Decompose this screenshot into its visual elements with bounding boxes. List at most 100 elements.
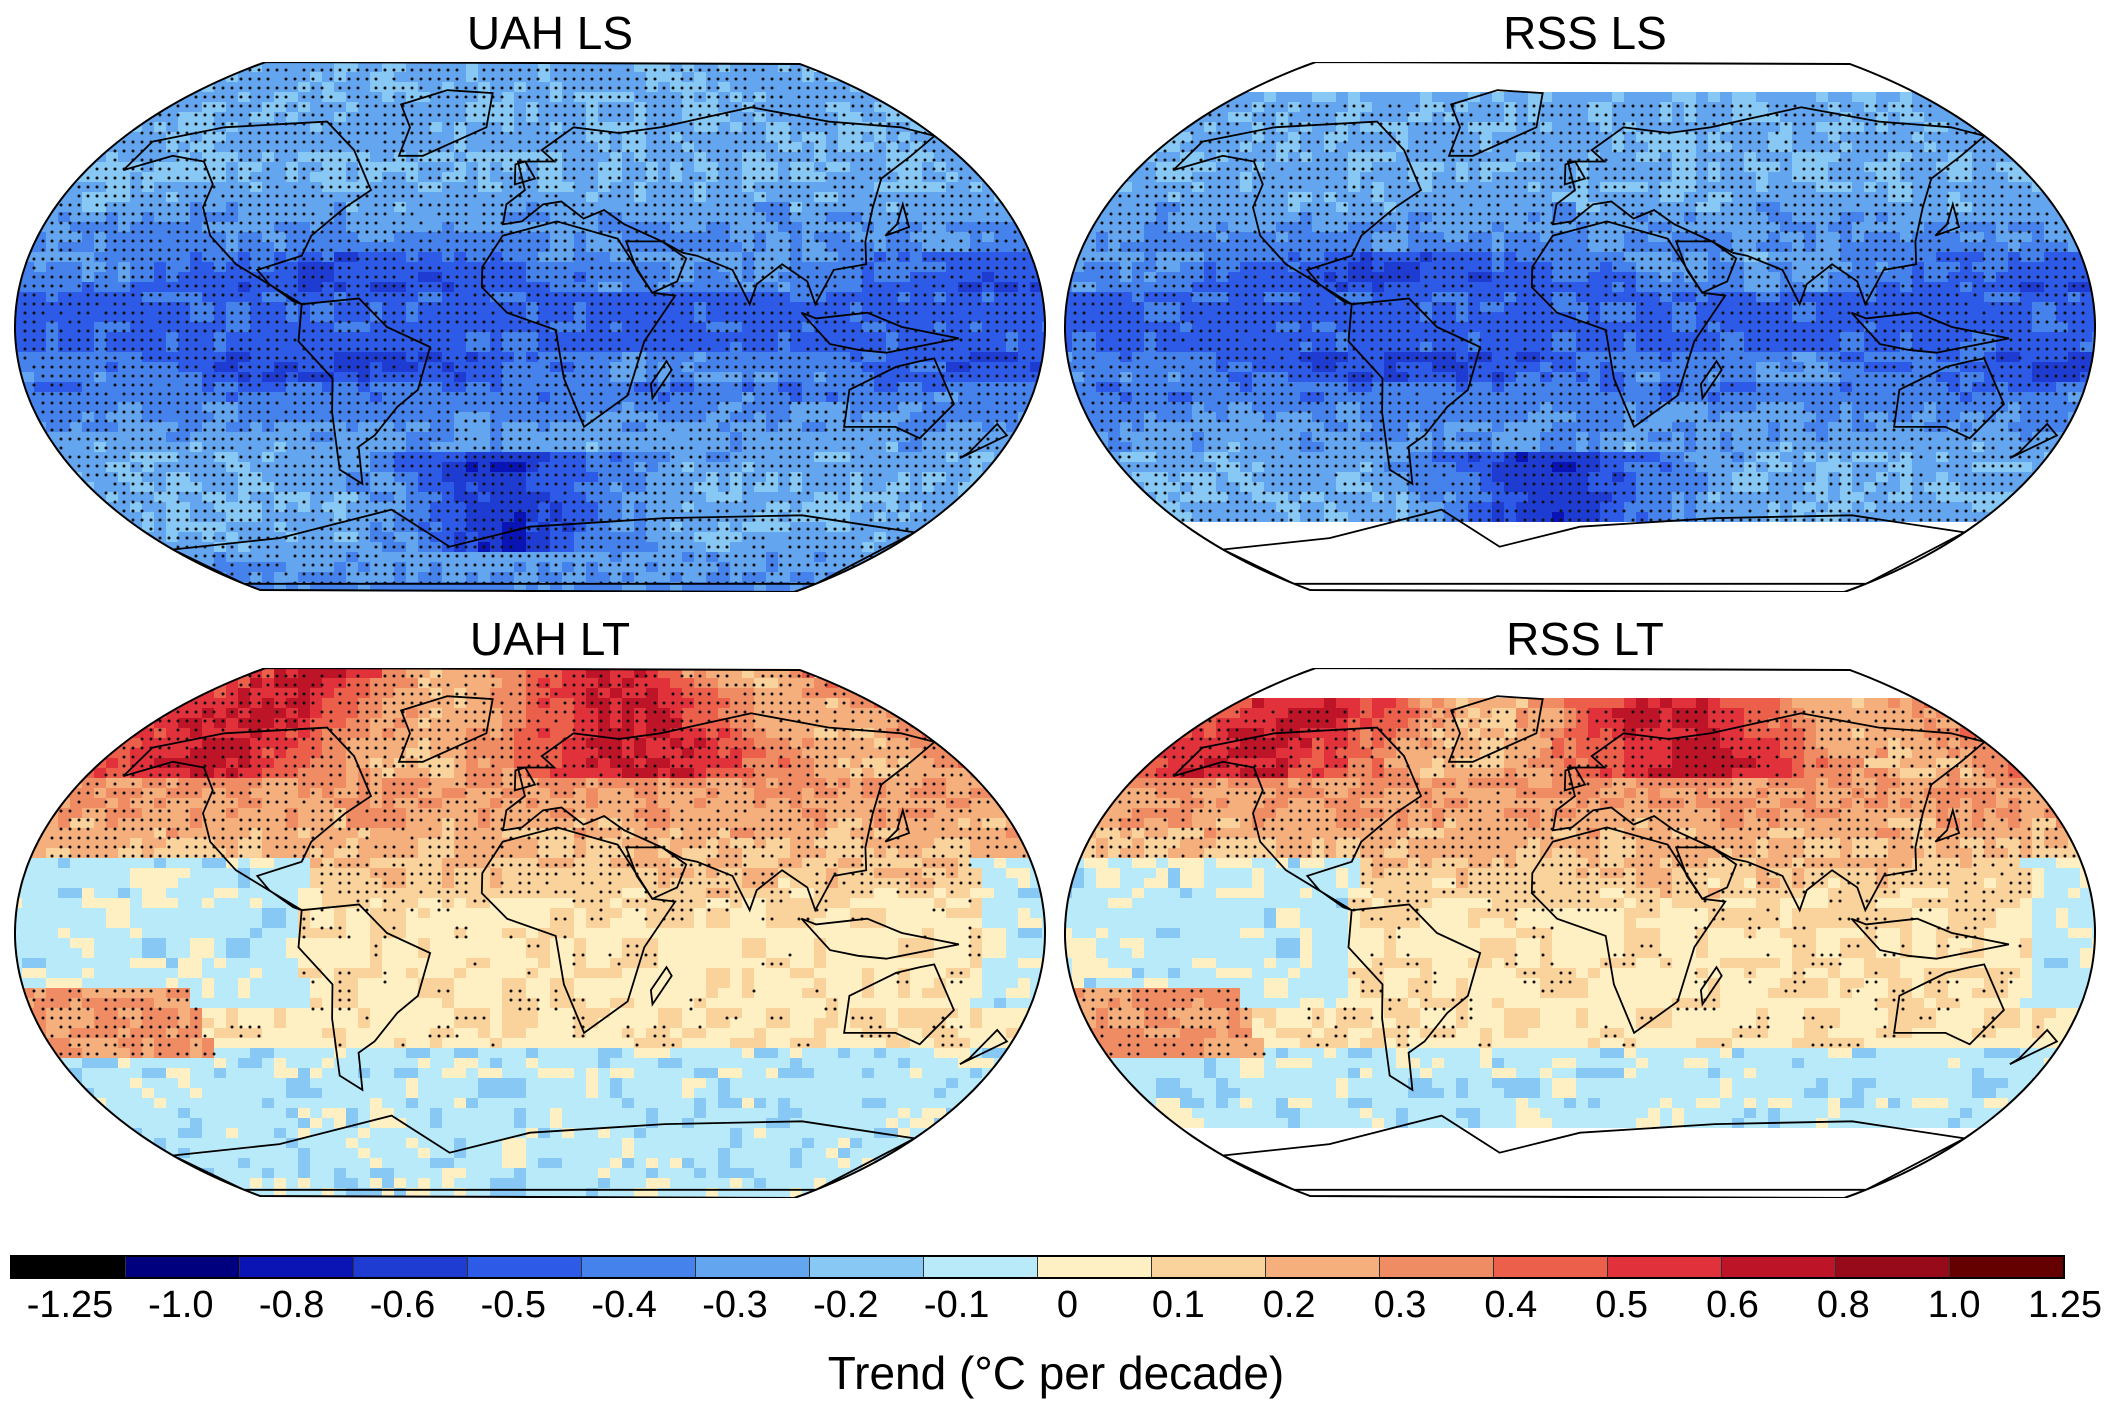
colorbar-segment: [1266, 1257, 1380, 1277]
colorbar-tick-label: -0.8: [259, 1284, 324, 1327]
coastline-nz: [959, 422, 1009, 460]
panel-title-rss-ls: RSS LS: [1235, 6, 1935, 60]
colorbar-segment: [810, 1257, 924, 1277]
coastline-northAmerica: [1172, 726, 1423, 912]
coastline-antarctica: [1219, 1114, 1968, 1191]
panel-title-uah-ls: UAH LS: [200, 6, 900, 60]
colorbar-segment: [354, 1257, 468, 1277]
coastline-northAmerica: [122, 726, 373, 912]
panel-title-uah-lt: UAH LT: [200, 612, 900, 666]
coastline-africa: [480, 826, 677, 1035]
coastline-indonesia: [800, 311, 960, 354]
coastline-japan: [884, 806, 911, 843]
coastline-madagascar: [649, 359, 673, 401]
coastline-arabia: [624, 240, 688, 294]
map-uah-ls: [14, 62, 1046, 592]
colorbar-segment: [1152, 1257, 1266, 1277]
coastline-eurasia: [1551, 106, 1987, 307]
coastline-northAmerica: [122, 120, 373, 306]
coastline-indonesia: [800, 917, 960, 960]
coastline-eurasia: [1551, 712, 1987, 913]
coastlines: [122, 695, 1009, 1191]
colorbar-tick-label: -0.6: [370, 1284, 435, 1327]
coastline-nz: [959, 1028, 1009, 1066]
coastline-uk: [513, 160, 537, 186]
colorbar-segment: [1950, 1257, 2063, 1277]
coastline-japan: [1934, 200, 1961, 237]
map-frame: [1064, 62, 2096, 592]
colorbar-label: Trend (°C per decade): [0, 1346, 2112, 1400]
map-uah-lt: [14, 668, 1046, 1198]
colorbar-tick-label: -0.1: [924, 1284, 989, 1327]
coastline-southAmerica: [1347, 297, 1482, 486]
colorbar-segment: [12, 1257, 126, 1277]
significance-stipple: [1082, 710, 2076, 1056]
coastline-indonesia: [1850, 917, 2010, 960]
significance-stipple: [1073, 104, 2085, 522]
colorbar-tick-label: -1.25: [27, 1284, 114, 1327]
coastline-southAmerica: [297, 297, 432, 486]
coastline-australia: [1893, 357, 2005, 440]
coastline-southAmerica: [297, 903, 432, 1092]
colorbar-tick-label: -1.0: [148, 1284, 213, 1327]
colorbar-segment: [1380, 1257, 1494, 1277]
coastline-uk: [513, 766, 537, 792]
coastlines: [1172, 89, 2059, 585]
coastline-japan: [1934, 806, 1961, 843]
colorbar-segment: [1608, 1257, 1722, 1277]
coastline-arabia: [624, 846, 688, 900]
colorbar-tick-label: 0.3: [1374, 1284, 1427, 1327]
coastline-antarctica: [1219, 508, 1968, 585]
colorbar-segment: [1722, 1257, 1836, 1277]
colorbar-tick-label: 1.0: [1928, 1284, 1981, 1327]
coastline-madagascar: [1699, 965, 1723, 1007]
coastline-antarctica: [169, 1114, 918, 1191]
coastline-eurasia: [501, 712, 937, 913]
map-rss-lt: [1064, 668, 2096, 1198]
colorbar-tick-label: 0.6: [1706, 1284, 1759, 1327]
significance-stipple: [32, 674, 1026, 1056]
colorbar-segment: [1494, 1257, 1608, 1277]
colorbar-tick-label: -0.5: [481, 1284, 546, 1327]
colorbar-tick-label: -0.4: [591, 1284, 656, 1327]
colorbar-tick-label: -0.2: [813, 1284, 878, 1327]
map-frame: [14, 62, 1046, 592]
colorbar-segment: [468, 1257, 582, 1277]
coastline-northAmerica: [1172, 120, 1423, 306]
colorbar-tick-label: 0.1: [1152, 1284, 1205, 1327]
map-rss-ls: [1064, 62, 2096, 592]
coastline-africa: [480, 220, 677, 429]
coastline-africa: [1530, 826, 1727, 1035]
coastline-australia: [843, 963, 955, 1046]
coastline-greenland: [1447, 695, 1544, 763]
coastline-greenland: [397, 695, 494, 763]
coastline-australia: [843, 357, 955, 440]
colorbar-segment: [1038, 1257, 1152, 1277]
coastline-arabia: [1674, 240, 1738, 294]
coastline-madagascar: [1699, 359, 1723, 401]
trend-field: [1065, 668, 2095, 1198]
colorbar-tick-label: 0.8: [1817, 1284, 1870, 1327]
coastline-southAmerica: [1347, 903, 1482, 1092]
coastlines: [1172, 695, 2059, 1191]
coastline-nz: [2009, 1028, 2059, 1066]
coastline-arabia: [1674, 846, 1738, 900]
colorbar-tick-label: 0.4: [1484, 1284, 1537, 1327]
coastline-greenland: [1447, 89, 1544, 157]
coastline-antarctica: [169, 508, 918, 585]
coastline-greenland: [397, 89, 494, 157]
coastline-nz: [2009, 422, 2059, 460]
colorbar-segment: [582, 1257, 696, 1277]
coastline-indonesia: [1850, 311, 2010, 354]
colorbar-ticks: -1.25 -1.0 -0.8 -0.6 -0.5 -0.4 -0.3 -0.2 -0.1 0 0.…: [0, 1284, 2112, 1334]
coastline-australia: [1893, 963, 2005, 1046]
colorbar-tick-label: 0.2: [1263, 1284, 1316, 1327]
colorbar-segment: [696, 1257, 810, 1277]
coastline-madagascar: [649, 965, 673, 1007]
colorbar-segment: [240, 1257, 354, 1277]
coastline-uk: [1563, 766, 1587, 792]
coastline-japan: [884, 200, 911, 237]
colorbar-tick-label: 0: [1057, 1284, 1078, 1327]
panel-title-rss-lt: RSS LT: [1235, 612, 1935, 666]
coastline-eurasia: [501, 106, 937, 307]
